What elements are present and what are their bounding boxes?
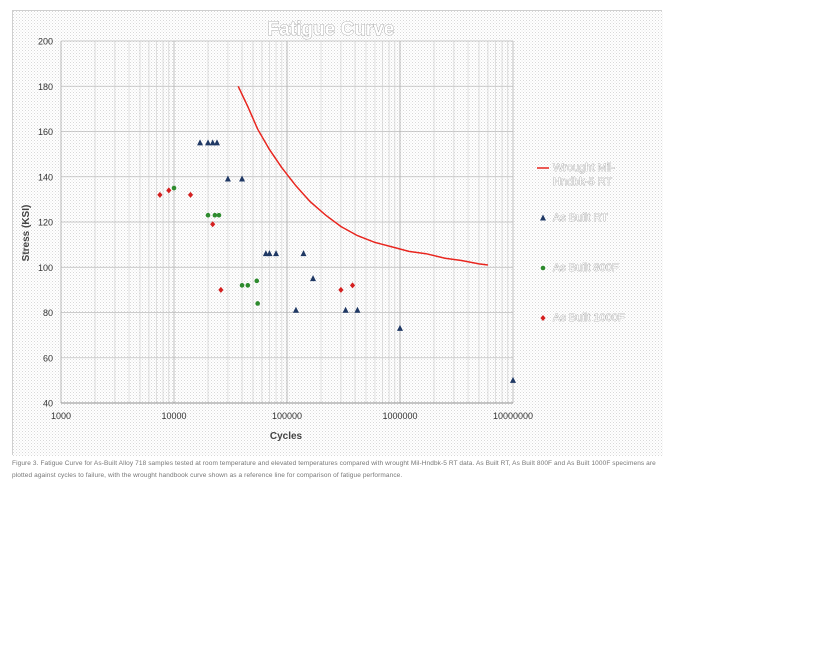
as-built-1000f-point	[218, 286, 224, 293]
as-built-rt-point	[197, 139, 204, 146]
as-built-rt-point	[224, 175, 231, 182]
legend-entry: Wrought Mil- Hndbk-5 RT	[537, 162, 616, 188]
as-built-rt-point	[213, 139, 220, 146]
as-built-800f-point	[171, 185, 177, 191]
legend-label: As Built 800F	[553, 262, 619, 274]
as-built-rt-point	[266, 250, 273, 257]
y-tick-label: 120	[38, 218, 53, 228]
fatigue-chart: 40 60 80 100 120 140 160 180 200 1000 10000 100000 1…	[13, 11, 663, 456]
as-built-800f-point	[212, 212, 218, 218]
x-tick-label: 1000000	[382, 411, 417, 421]
as-built-1000f-point	[210, 221, 216, 228]
as-built-rt-point	[510, 376, 516, 383]
wrought-curve-line	[237, 85, 488, 266]
as-built-800f-point	[255, 301, 260, 306]
x-tick-label: 10000000	[493, 411, 533, 421]
legend-label: As Built 1000F	[553, 312, 625, 324]
legend-label: Wrought Mil- Hndbk-5 RT	[553, 162, 615, 188]
as-built-rt-point	[205, 139, 212, 146]
as-built-800f-point	[216, 212, 222, 218]
figure-caption: Figure 3. Fatigue Curve for As-Built All…	[12, 460, 656, 479]
y-tick-label: 80	[43, 308, 53, 318]
legend-entry: As Built 800F	[540, 262, 619, 274]
legend-label-line: As Built 1000F	[553, 312, 625, 324]
as-built-1000f-point	[349, 282, 356, 289]
as-built-800f-point	[205, 212, 211, 218]
y-tick-label: 200	[38, 37, 53, 47]
y-tick-label: 140	[38, 172, 53, 182]
x-tick-label: 100000	[272, 411, 302, 421]
as-built-rt-point	[540, 214, 546, 221]
as-built-1000f-point	[540, 315, 546, 321]
x-axis-label: Cycles	[270, 431, 303, 442]
y-tick-label: 180	[38, 82, 53, 92]
as-built-800f-point	[239, 283, 245, 288]
as-built-rt-point	[239, 175, 246, 182]
y-tick-label: 60	[43, 353, 53, 363]
y-axis-label: Stress (KSI)	[21, 205, 32, 262]
as-built-1000f-point	[187, 191, 194, 198]
as-built-rt-point	[209, 139, 216, 146]
legend-label-line: Wrought Mil-	[553, 162, 615, 174]
x-tick-label: 10000	[161, 411, 186, 421]
legend-entry: As Built RT	[540, 212, 608, 224]
as-built-rt-point	[354, 306, 361, 313]
legend-entry: As Built 1000F	[540, 312, 625, 324]
y-tick-label: 40	[43, 399, 53, 409]
legend-label-line: As Built RT	[553, 212, 608, 224]
x-tick-label: 1000	[51, 411, 71, 421]
y-tick-label: 160	[38, 127, 53, 137]
legend-label-line: Hndbk-5 RT	[553, 176, 612, 188]
chart-title: Fatigue Curve	[268, 19, 395, 40]
as-built-800f-point	[245, 283, 251, 288]
as-built-rt-point	[292, 306, 299, 313]
chart-background	[13, 11, 663, 456]
as-built-1000f-point	[166, 187, 172, 194]
as-built-800f-point	[540, 265, 546, 271]
chart-figure: 40 60 80 100 120 140 160 180 200 1000 10000 100000 1…	[12, 10, 663, 456]
legend-label-line: As Built 800F	[553, 262, 619, 274]
as-built-rt-point	[273, 250, 280, 257]
as-built-rt-point	[310, 275, 317, 282]
as-built-rt-point	[300, 250, 307, 257]
as-built-1000f-point	[338, 286, 344, 293]
as-built-rt-point	[397, 324, 403, 331]
as-built-rt-point	[342, 306, 349, 313]
as-built-1000f-point	[157, 191, 163, 198]
as-built-800f-point	[254, 278, 260, 284]
y-tick-label: 100	[38, 263, 53, 273]
legend-label: As Built RT	[553, 212, 608, 224]
